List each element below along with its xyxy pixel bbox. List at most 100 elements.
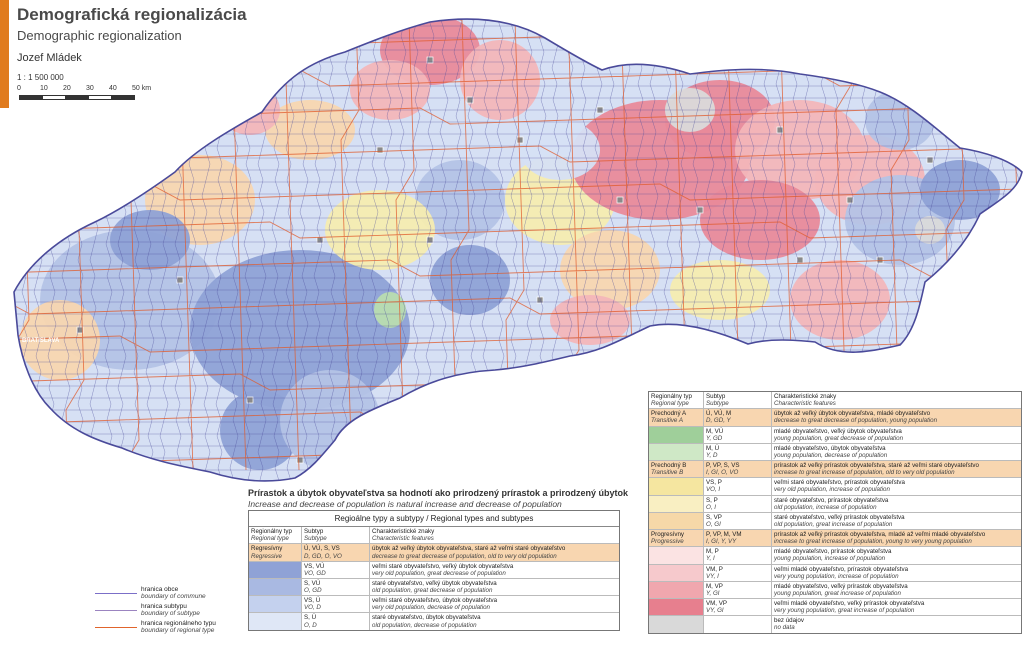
header-subtype: Subtyp: [304, 528, 324, 536]
city-marker: [246, 396, 254, 404]
legend-cell-subtype: M, P Y, I: [703, 547, 771, 564]
legend-subtype-en: VY, GI: [706, 607, 724, 615]
boundary-legend-item: hranica regionálneho typu boundary of reg…: [95, 620, 216, 634]
accent-bar: [0, 0, 9, 108]
legend-cell-features: mladé obyvateľstvo, prírastok obyvateľst…: [771, 547, 1021, 564]
boundary-label: hranica obce: [141, 586, 179, 593]
legend-cell-features: mladé obyvateľstvo, veľký úbytok obyvate…: [771, 426, 1021, 443]
legend-features-en: very young population, great increase of…: [774, 607, 915, 615]
legend-features-en: no data: [774, 624, 795, 632]
legend-cell-type: [249, 613, 301, 630]
scale-tick: 0: [17, 85, 21, 92]
header-features: Charakteristické znaky: [774, 393, 837, 400]
legend-row: S, VÚ O, GD staré obyvateľstvo, veľký úbyt…: [249, 578, 619, 597]
legend-features-en: old population, decrease of population: [372, 621, 477, 629]
legend-cell-subtype: [703, 616, 771, 633]
city-marker: [296, 456, 304, 464]
legend-subtype: Ú, VÚ, M: [706, 410, 732, 418]
legend-features: prírastok až veľký prírastok obyvateľstv…: [774, 531, 986, 538]
boundary-line-sample: [95, 626, 137, 628]
header-subtype: Subtyp: [706, 393, 726, 400]
city-marker: [426, 236, 434, 244]
legend-subtype-en: Y, D: [706, 451, 718, 459]
legend-subtype: P, VP, S, VS: [706, 462, 740, 469]
legend-subtype: M, P: [706, 548, 719, 556]
legend-subtype: S, VÚ: [304, 579, 321, 587]
legend-cell-features: veľmi staré obyvateľstvo, veľký úbytok o…: [369, 561, 619, 578]
city-marker: [616, 196, 624, 204]
region-patch: [520, 120, 600, 180]
legend-subtype-en: Y, GD: [706, 434, 723, 442]
capital-label: BRATISLAVA: [22, 338, 60, 344]
scale-segment: [19, 95, 43, 100]
legend-caption: Prírastok a úbytok obyvateľstva sa hodno…: [248, 488, 629, 498]
legend-subtype-en: D, GD, O, VO: [304, 552, 342, 560]
city-marker: [466, 96, 474, 104]
legend-subtype: VM, VP: [706, 600, 727, 607]
map-author: Jozef Mládek: [17, 52, 82, 64]
legend-cell-features: mladé obyvateľstvo, veľký prírastok obyv…: [771, 581, 1021, 598]
scale-tick: 30: [86, 85, 94, 92]
legend-features-en: very old population, great decrease of p…: [372, 569, 506, 577]
boundary-label: hranica regionálneho typu: [141, 620, 216, 627]
legend-subtype-en: Y, GI: [706, 589, 720, 597]
legend-subtype: Ú, VÚ, S, VS: [304, 545, 340, 553]
scale-segment: [65, 95, 89, 100]
legend-regressive-table: Regioálne typy a subtypy / Regional type…: [248, 510, 620, 631]
scale-tick: 50 km: [132, 85, 152, 92]
legend-features-en: very young population, increase of popul…: [774, 572, 899, 580]
legend-cell-features: staré obyvateľstvo, veľký prírastok obyv…: [771, 512, 1021, 529]
legend-features: veľmi staré obyvateľstvo, veľký úbytok o…: [372, 562, 514, 570]
header-type: Regionálny typ: [651, 393, 692, 400]
map-subtitle: Demographic regionalization: [17, 28, 182, 43]
legend-cell-features: mladé obyvateľstvo, úbytok obyvateľstva y…: [771, 443, 1021, 460]
legend-cell-subtype: S, VP O, GI: [703, 512, 771, 529]
legend-features-en: decrease to great decrease of population…: [774, 417, 938, 425]
legend-cell-type: [649, 443, 703, 460]
legend-cell-subtype: M, Ú Y, D: [703, 443, 771, 460]
legend-row: M, VÚ Y, GD mladé obyvateľstvo, veľký úbyt…: [649, 426, 1021, 444]
legend-cell-subtype: M, VÚ Y, GD: [703, 426, 771, 443]
legend-cell-subtype: VM, VP VY, GI: [703, 599, 771, 616]
legend-type: Progresívny: [651, 531, 685, 538]
legend-type-en: Transitive B: [651, 469, 684, 477]
legend-row: VM, VP VY, GI veľmi mladé obyvateľstvo, ve…: [649, 599, 1021, 617]
legend-features: veľmi staré obyvateľstvo, úbytok obyvate…: [372, 597, 498, 605]
header-features-en: Characteristic features: [774, 400, 836, 408]
legend-features: veľmi mladé obyvateľstvo, prírastok obyv…: [774, 565, 909, 573]
legend-features: veľmi mladé obyvateľstvo, veľký prírasto…: [774, 600, 925, 607]
legend-cell-type: [649, 426, 703, 443]
boundary-label-en: boundary of commune: [141, 593, 206, 601]
boundary-legend-item: hranica obce boundary of commune: [95, 586, 206, 600]
legend-cell-type: [649, 599, 703, 616]
city-marker: [426, 56, 434, 64]
legend-features: staré obyvateľstvo, prírastok obyvateľst…: [774, 496, 889, 504]
legend-type-en: Transitive A: [651, 417, 683, 425]
legend-features: prírastok až veľký prírastok obyvateľstv…: [774, 462, 979, 469]
legend-cell-features: veľmi mladé obyvateľstvo, veľký prírasto…: [771, 599, 1021, 616]
legend-features: bez údajov: [774, 617, 804, 625]
legend-features: úbytok až veľký úbytok obyvateľstva, sta…: [372, 545, 566, 553]
region-patch: [790, 260, 890, 340]
legend-cell-features: úbytok až veľký úbytok obyvateľstva, sta…: [369, 544, 619, 561]
legend-cell-type: [649, 478, 703, 495]
scale-tick: 40: [109, 85, 117, 92]
legend-cell-features: staré obyvateľstvo, veľký úbytok obyvate…: [369, 578, 619, 596]
scale-tick: 20: [63, 85, 71, 92]
legend-features: mladé obyvateľstvo, veľký úbytok obyvate…: [774, 427, 902, 435]
boundary-legend-item: hranica subtypu boundary of subtype: [95, 603, 200, 617]
legend-subtype: M, VÚ: [706, 427, 724, 435]
legend-cell-type: Regresívny Regressive: [249, 544, 301, 560]
legend-cell-features: prírastok až veľký prírastok obyvateľstv…: [771, 461, 1021, 478]
legend-subtype-en: VY, I: [706, 572, 719, 580]
legend-row: Progresívny Progressive P, VP, M, VM I, GI,…: [649, 530, 1021, 548]
legend-cell-type: [249, 596, 301, 613]
header-subtype-en: Subtype: [706, 400, 729, 408]
legend-type-en: Regressive: [251, 552, 282, 560]
legend-caption-en: Increase and decrease of population is n…: [248, 499, 562, 509]
